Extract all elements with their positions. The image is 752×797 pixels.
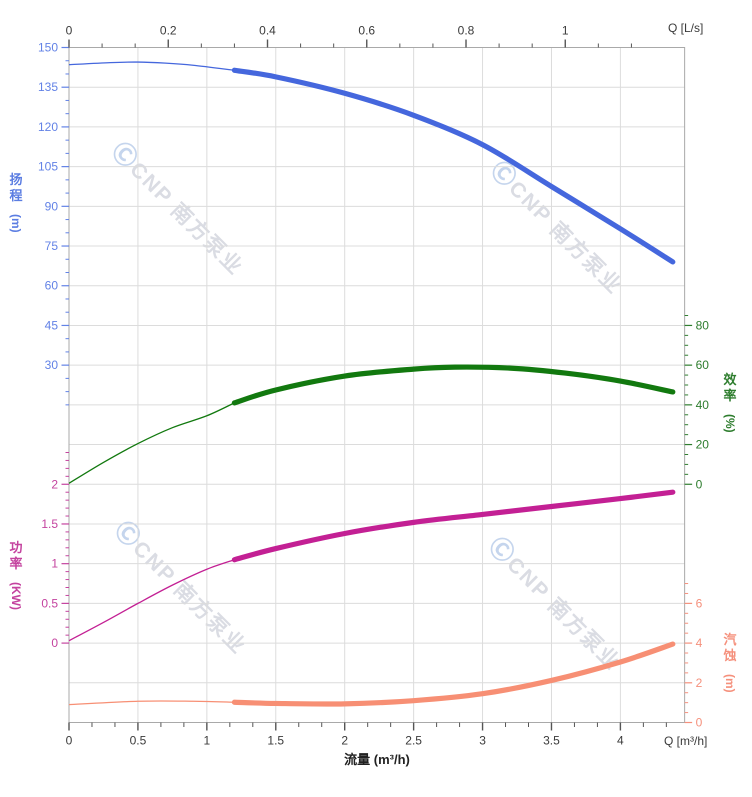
head-tick-label: 75 (45, 239, 59, 253)
power-axis-unit: (KW) (9, 582, 23, 610)
npsh-tick-label: 0 (696, 716, 703, 730)
head-tick-label: 150 (38, 41, 58, 55)
efficiency-tick-label: 0 (696, 477, 703, 491)
efficiency-tick-label: 60 (696, 358, 710, 372)
efficiency-axis-name: 效率 (723, 372, 737, 403)
power-tick-label: 1 (51, 557, 58, 571)
head-tick-label: 105 (38, 160, 58, 174)
efficiency-curve (231, 364, 676, 406)
npsh-tick-label: 4 (696, 636, 703, 650)
bottom-axis-tick-label: 4 (617, 734, 624, 748)
bottom-axis-tick-label: 2 (341, 734, 348, 748)
efficiency-axis-title: 效率 (%) (722, 372, 738, 433)
npsh-axis-title: 汽蚀 (m) (722, 632, 738, 693)
top-axis-tick-label: 0.4 (259, 24, 276, 38)
head-curve-thin (68, 61, 235, 71)
head-axis-name: 扬程 (9, 172, 23, 203)
power-axis-title: 功率 (KW) (8, 540, 24, 610)
bottom-axis-tick-label: 3.5 (543, 734, 560, 748)
efficiency-tick-label: 80 (696, 318, 710, 332)
npsh-curve (231, 641, 676, 707)
bottom-axis-tick-label: 1 (204, 734, 211, 748)
npsh-tick-label: 6 (696, 596, 703, 610)
head-axis-title: 扬程 (m) (8, 172, 24, 233)
bottom-axis-title: 流量 (m³/h) (344, 752, 410, 767)
npsh-curve-thin (68, 700, 235, 706)
efficiency-axis-unit: (%) (723, 414, 737, 433)
bottom-axis-tick-label: 2.5 (405, 734, 422, 748)
head-tick-label: 45 (45, 318, 59, 332)
bottom-axis-tick-label: 3 (479, 734, 486, 748)
bottom-axis-tick-label: 1.5 (267, 734, 284, 748)
power-tick-label: 2 (51, 477, 58, 491)
top-axis-unit-label: Q [L/s] (668, 21, 704, 35)
plot-border (68, 47, 686, 724)
power-tick-label: 0 (51, 636, 58, 650)
bottom-axis-tick-label: 0.5 (130, 734, 147, 748)
top-axis-tick-label: 0.2 (160, 24, 177, 38)
efficiency-curve-thin (68, 402, 235, 484)
bottom-axis-tick-label: 0 (66, 734, 73, 748)
bottom-axis-unit-label: Q [m³/h] (664, 734, 708, 748)
power-axis-name: 功率 (9, 540, 23, 571)
top-axis-tick-label: 0.6 (358, 24, 375, 38)
efficiency-tick-label: 20 (696, 438, 710, 452)
head-tick-label: 90 (45, 199, 59, 213)
npsh-axis-name: 汽蚀 (723, 632, 737, 663)
head-tick-label: 120 (38, 120, 58, 134)
efficiency-tick-label: 40 (696, 398, 710, 412)
head-tick-label: 135 (38, 80, 58, 94)
head-axis-unit: (m) (9, 214, 23, 233)
top-axis-tick-label: 1 (562, 24, 569, 38)
top-axis-tick-label: 0.8 (458, 24, 475, 38)
power-tick-label: 1.5 (41, 517, 58, 531)
head-curve (231, 67, 676, 265)
head-tick-label: 60 (45, 279, 59, 293)
power-curve-thin (68, 559, 235, 642)
head-tick-label: 30 (45, 358, 59, 372)
power-curve (231, 489, 676, 563)
power-tick-label: 0.5 (41, 596, 58, 610)
npsh-tick-label: 2 (696, 676, 703, 690)
npsh-axis-unit: (m) (723, 674, 737, 693)
top-axis-tick-label: 0 (66, 24, 73, 38)
